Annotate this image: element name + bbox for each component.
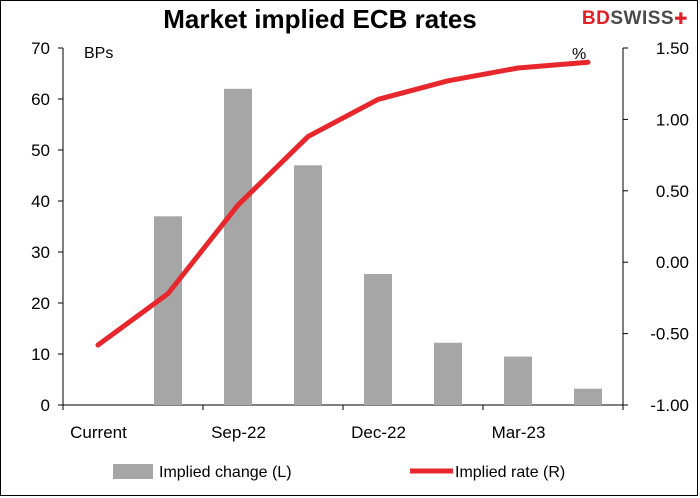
right-tick-label: 0.00	[656, 253, 689, 272]
right-tick-label: 0.50	[656, 182, 689, 201]
left-tick-label: 20	[31, 294, 50, 313]
left-tick-label: 30	[31, 243, 50, 262]
line-group	[95, 59, 591, 348]
left-tick-label: 60	[31, 90, 50, 109]
right-tick-label: -1.00	[650, 396, 689, 415]
right-axis-unit: %	[572, 46, 586, 63]
ticks-group: 0 10 20 30 40 50 60 70 -1.00 -0.50 0.00 0.50 1.00 1.5…	[31, 39, 689, 442]
legend: Implied change (L) Implied rate (R)	[113, 464, 565, 481]
right-tick-label: 1.50	[656, 39, 689, 58]
legend-label-implied-change: Implied change (L)	[159, 464, 292, 481]
bar-implied-change	[504, 356, 532, 405]
left-tick-label: 10	[31, 345, 50, 364]
bar-implied-change	[434, 342, 462, 405]
bars-group	[154, 88, 602, 406]
bdswiss-logo: BDSWISS✚	[582, 8, 688, 30]
bar-implied-change	[574, 388, 602, 405]
legend-label-implied-rate: Implied rate (R)	[455, 464, 565, 481]
legend-swatch-implied-change	[113, 464, 153, 479]
right-tick-label: 1.00	[656, 110, 689, 129]
left-tick-label: 70	[31, 39, 50, 58]
logo-cross-icon: ✚	[674, 11, 688, 28]
left-axis-unit: BPs	[84, 45, 113, 62]
x-tick-label: Dec-22	[351, 423, 406, 442]
logo-part-swiss: SWISS	[610, 8, 675, 29]
bar-implied-change	[364, 273, 392, 405]
left-tick-label: 40	[31, 192, 50, 211]
line-implied-rate	[95, 59, 591, 348]
x-tick-label: Current	[70, 423, 127, 442]
left-tick-label: 50	[31, 141, 50, 160]
bar-implied-change	[294, 165, 322, 405]
x-tick-label: Sep-22	[211, 423, 266, 442]
right-tick-label: -0.50	[650, 325, 689, 344]
chart-title: Market implied ECB rates	[163, 4, 477, 34]
bar-implied-change	[154, 216, 182, 405]
bar-implied-change	[224, 88, 252, 406]
left-tick-label: 0	[41, 396, 50, 415]
axes-group	[62, 48, 624, 406]
x-tick-label: Mar-23	[492, 423, 546, 442]
logo-part-bd: BD	[581, 8, 611, 29]
